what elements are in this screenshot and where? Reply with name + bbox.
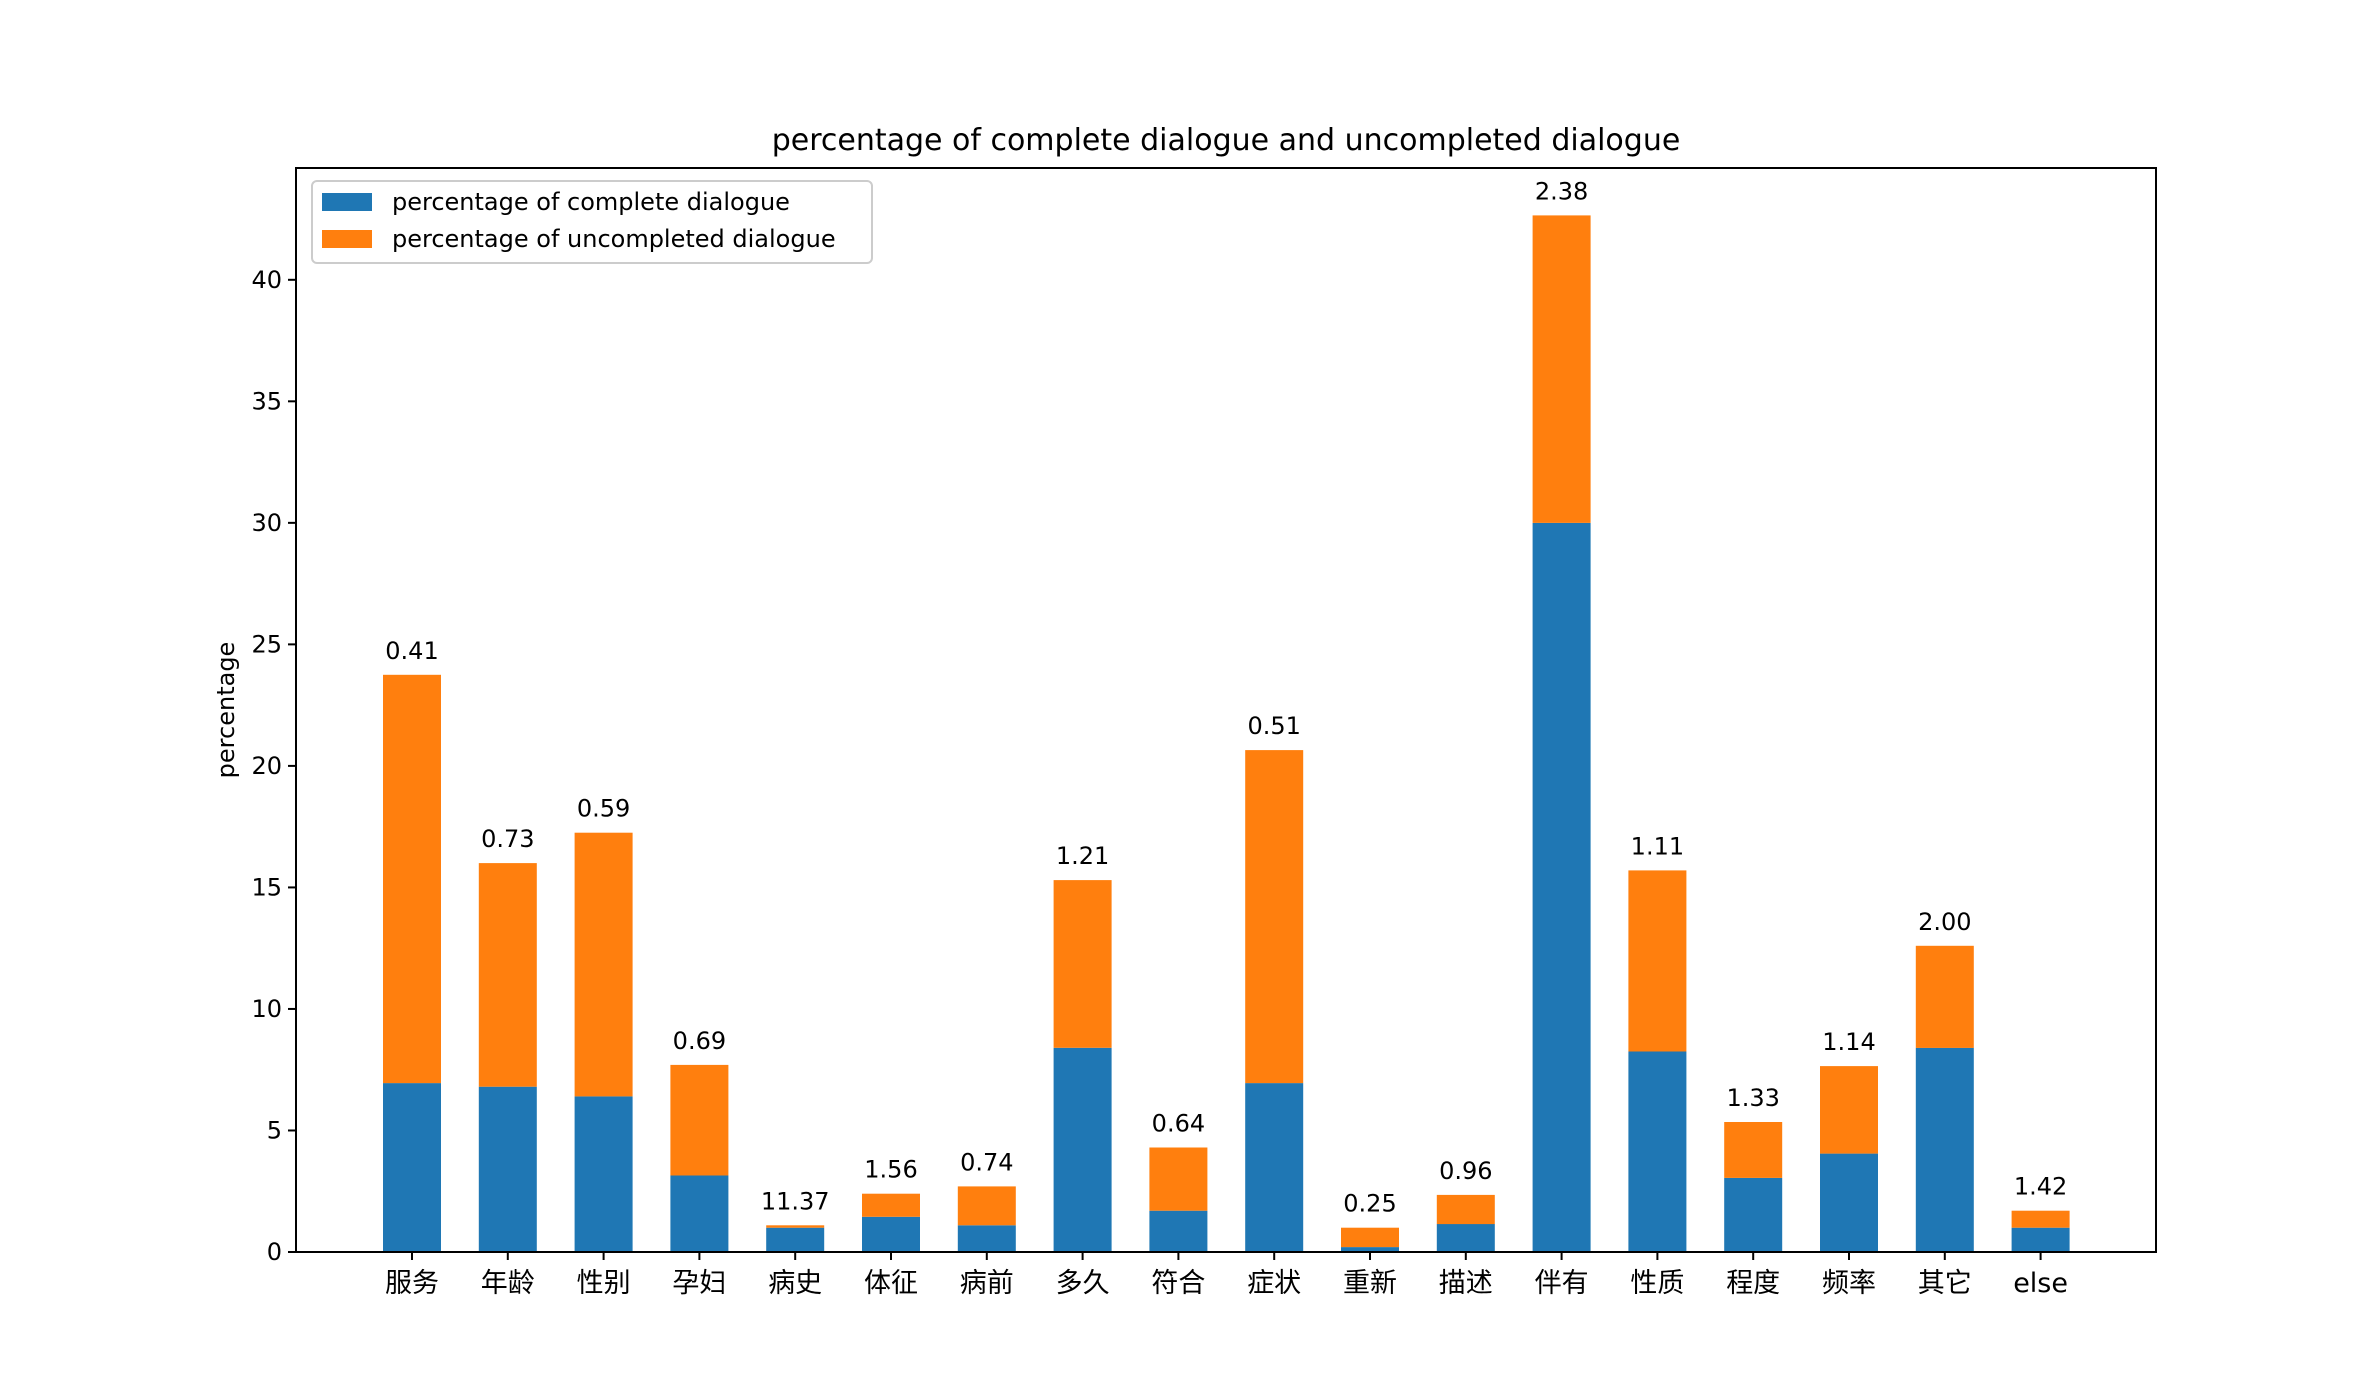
bar-value-label: 0.41 [385,637,438,665]
bar-value-label: 1.33 [1726,1084,1779,1112]
bar-complete-15 [1820,1153,1878,1252]
y-tick-label: 40 [251,266,282,294]
bar-value-label: 2.00 [1918,908,1971,936]
bar-value-label: 0.69 [673,1027,726,1055]
bar-complete-4 [766,1227,825,1252]
legend-swatch-complete [322,193,372,211]
bar-value-label: 0.74 [960,1148,1013,1176]
bar-value-label: 1.21 [1056,842,1109,870]
bar-uncompleted-2 [574,832,633,1097]
bar-complete-12 [1532,522,1591,1252]
x-tick-label: 病前 [960,1268,1014,1299]
x-tick-label: 性别 [577,1268,631,1299]
bar-complete-1 [478,1086,537,1252]
bar-uncompleted-14 [1724,1122,1783,1178]
x-tick-label: 体征 [864,1268,918,1299]
bar-complete-7 [1053,1047,1112,1252]
bar-complete-8 [1149,1210,1208,1252]
bar-uncompleted-6 [957,1186,1016,1226]
y-tick-label: 30 [251,509,282,537]
legend-label-uncompleted: percentage of uncompleted dialogue [392,225,836,253]
bar-complete-16 [1915,1047,1974,1252]
bar-uncompleted-10 [1341,1227,1399,1248]
bar-uncompleted-3 [670,1064,729,1176]
x-tick-label: 病史 [768,1268,822,1299]
x-tick-label: 多久 [1056,1268,1110,1299]
legend: percentage of complete dialogue percenta… [311,180,873,264]
bar-labels-layer: 0.41 0.73 0.59 0.69 11.37 1.56 0.74 1.21 0.64 0.5… [385,177,2067,1217]
bar-value-label: 1.56 [864,1156,917,1184]
x-tick-label: 重新 [1343,1268,1397,1299]
x-tick-label: 症状 [1247,1268,1301,1299]
bar-value-label: 0.73 [481,825,534,853]
bar-complete-2 [574,1096,633,1252]
legend-label-complete: percentage of complete dialogue [392,188,790,216]
chart-title: percentage of complete dialogue and unco… [772,123,1681,158]
y-tick-label: 20 [251,752,282,780]
bar-complete-17 [2011,1227,2070,1252]
bar-value-label: 0.59 [577,795,630,823]
x-tick-label: 符合 [1151,1268,1205,1299]
bar-uncompleted-11 [1436,1194,1495,1225]
bar-value-label: 0.25 [1343,1190,1396,1218]
x-tick-label: else [2013,1268,2068,1299]
bar-uncompleted-0 [383,674,441,1084]
bar-value-label: 1.14 [1822,1028,1875,1056]
x-tick-label: 程度 [1726,1268,1780,1299]
x-tick-label: 孕妇 [672,1268,726,1299]
y-axis-label: percentage [212,642,240,779]
bar-complete-14 [1724,1177,1783,1252]
x-tick-label: 描述 [1439,1268,1493,1299]
x-tick-label: 服务 [385,1268,439,1299]
x-axis: 服务 年龄 性别 孕妇 病史 体征 病前 多久 符合 症状 重新 描述 伴有 性质 程度 频率 其它 else [385,1252,2068,1299]
bar-value-label: 11.37 [761,1187,830,1215]
bar-complete-10 [1341,1247,1399,1252]
y-axis: 0 5 10 15 20 25 30 35 40 [251,266,296,1266]
bar-uncompleted-17 [2011,1210,2070,1228]
bar-complete-5 [862,1216,920,1252]
bar-uncompleted-1 [478,863,537,1087]
bar-complete-0 [383,1083,441,1252]
x-tick-label: 其它 [1918,1268,1972,1299]
bar-uncompleted-12 [1532,215,1591,523]
legend-box [311,180,873,264]
bar-value-label: 0.96 [1439,1157,1492,1185]
x-tick-label: 伴有 [1535,1268,1589,1299]
bar-complete-13 [1628,1051,1687,1252]
bar-complete-9 [1245,1083,1304,1252]
bar-uncompleted-7 [1053,880,1112,1048]
y-tick-label: 0 [267,1238,282,1266]
bar-uncompleted-16 [1915,945,1974,1048]
bar-value-label: 0.64 [1152,1110,1205,1138]
bar-uncompleted-5 [862,1193,920,1217]
bar-value-label: 1.11 [1631,832,1684,860]
plot-frame [295,167,2157,1253]
bar-uncompleted-13 [1628,870,1687,1052]
x-tick-label: 年龄 [481,1268,535,1299]
x-tick-label: 性质 [1630,1268,1684,1299]
bar-uncompleted-4 [766,1225,825,1228]
bar-uncompleted-15 [1820,1066,1878,1154]
bar-value-label: 1.42 [2014,1173,2067,1201]
y-tick-label: 5 [267,1116,282,1144]
bar-uncompleted-8 [1149,1147,1208,1211]
bar-complete-6 [957,1225,1016,1252]
bar-uncompleted-9 [1245,750,1304,1084]
y-tick-label: 15 [251,873,282,901]
bar-complete-3 [670,1175,729,1252]
y-tick-label: 10 [251,995,282,1023]
bar-value-label: 0.51 [1247,712,1300,740]
y-tick-label: 35 [251,387,282,415]
x-tick-label: 频率 [1822,1268,1876,1299]
y-tick-label: 25 [251,630,282,658]
bar-value-label: 2.38 [1535,177,1588,205]
bars-layer [383,215,2070,1252]
bar-complete-11 [1436,1224,1495,1252]
legend-swatch-uncompleted [322,230,372,248]
